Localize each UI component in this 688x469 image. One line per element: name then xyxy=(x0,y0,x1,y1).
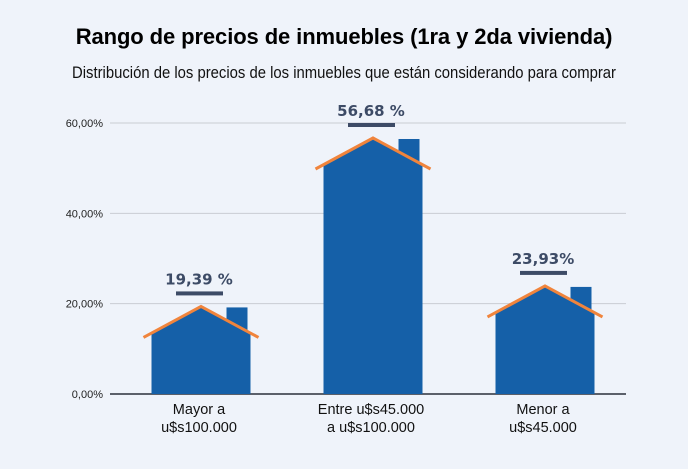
data-label: 56,68 % xyxy=(337,102,405,120)
data-label: 23,93% xyxy=(512,250,574,268)
data-label-underline xyxy=(176,291,223,296)
bar-roof xyxy=(486,284,604,319)
data-label: 19,39 % xyxy=(165,270,233,288)
x-tick-label-line: u$s100.000 xyxy=(161,420,237,436)
y-tick-label: 40,00% xyxy=(66,208,104,220)
bar-house: 19,39 % xyxy=(142,270,260,394)
x-tick-label-line: Menor a xyxy=(516,402,570,418)
bar-roof xyxy=(142,304,260,339)
x-tick-label-line: u$s45.000 xyxy=(509,420,577,436)
x-tick-label-line: Entre u$s45.000 xyxy=(318,402,424,418)
x-tick-label-line: a u$s100.000 xyxy=(327,420,415,436)
x-tick-label-line: Mayor a xyxy=(173,402,226,418)
x-tick-label: Entre u$s45.000 a u$s100.000 xyxy=(318,402,424,436)
bars: 19,39 % 56,68 % 23,93% xyxy=(142,102,604,394)
data-label-underline xyxy=(520,270,567,275)
chart-subtitle: Distribución de los precios de los inmue… xyxy=(72,64,616,82)
bar-roof xyxy=(314,136,432,171)
y-tick-label: 60,00% xyxy=(66,118,104,130)
x-axis-labels: Mayor a u$s100.000 Entre u$s45.000 a u$s100… xyxy=(161,402,577,436)
bar xyxy=(151,306,251,394)
y-tick-label: 0,00% xyxy=(72,389,103,401)
bar-house: 23,93% xyxy=(486,250,604,394)
x-tick-label: Menor a u$s45.000 xyxy=(509,402,577,436)
bar xyxy=(323,137,423,394)
y-tick-label: 20,00% xyxy=(66,299,104,311)
bar-house: 56,68 % xyxy=(314,102,432,394)
bar xyxy=(495,285,595,394)
y-axis-ticks: 0,00% 20,00% 40,00% 60,00% xyxy=(66,118,104,401)
chart-title: Rango de precios de inmuebles (1ra y 2da… xyxy=(75,24,613,49)
data-label-underline xyxy=(348,122,395,127)
x-tick-label: Mayor a u$s100.000 xyxy=(161,402,237,436)
